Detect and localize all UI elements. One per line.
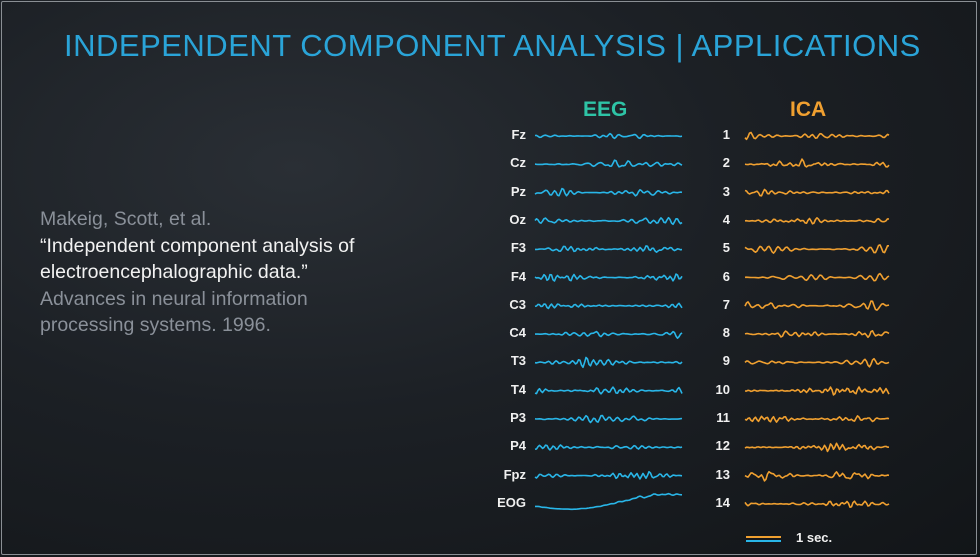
eeg-trace [534,187,683,197]
citation: Makeig, Scott, et al. “Independent compo… [40,206,460,339]
eeg-channel-label: Pz [510,183,526,199]
ica-trace [744,300,890,311]
ica-trace [744,244,889,254]
ica-component-label: 5 [722,240,730,256]
ica-component-label: 11 [716,410,730,425]
eeg-trace [534,302,683,310]
ica-trace [744,386,890,396]
citation-paper-title-line1: “Independent component analysis of [40,234,355,257]
eeg-channel-label: P3 [510,410,526,425]
ica-component-label: 14 [715,494,730,510]
ica-component-label: 8 [722,325,730,341]
eeg-channel-label: T3 [510,353,526,369]
citation-paper-title-line2: electroencephalographic data.” [40,261,308,283]
eeg-trace [534,444,683,451]
ica-trace [744,470,890,482]
ica-trace [744,330,890,339]
eeg-channel-label: C4 [509,325,526,341]
ica-component-label: 2 [722,155,730,171]
eeg-trace [534,159,683,168]
eeg-trace [534,216,683,226]
eeg-channel-label: T4 [510,381,526,397]
eeg-trace [535,330,683,339]
citation-venue-line2: processing systems. 1996. [40,314,271,336]
eeg-channel-label: EOG [497,494,526,510]
slide-title: INDEPENDENT COMPONENT ANALYSIS | APPLICA… [64,28,921,63]
eeg-trace [534,132,683,140]
citation-authors: Makeig, Scott, et al. [40,208,212,230]
eeg-channel-label: Cz [510,155,526,171]
eeg-channel-label: Fz [511,127,526,142]
ica-component-label: 12 [715,438,730,454]
ica-component-label: 6 [722,268,730,284]
eeg-trace [534,273,683,282]
scale-bar-label: 1 sec. [796,530,833,545]
ica-trace [744,188,890,197]
eeg-trace [534,470,683,480]
eeg-header: EEG [583,98,628,121]
eeg-trace [535,492,683,511]
eeg-channel-label: Oz [509,211,526,227]
ica-component-label: 13 [715,466,730,482]
eeg-channel-label: Fpz [503,466,526,482]
ica-component-label: 4 [722,211,730,227]
ica-component-label: 10 [715,381,730,397]
ica-trace [744,158,890,168]
eeg-channel-label: P4 [510,438,526,454]
ica-component-label: 7 [722,296,730,312]
citation-venue-line1: Advances in neural information [40,287,308,310]
eeg-channel-label: C3 [509,296,526,312]
ica-trace [744,442,890,453]
ica-component-label: 3 [722,183,730,199]
eeg-trace [534,356,683,369]
ica-trace [744,357,890,368]
eeg-trace [534,414,683,424]
ica-trace [744,415,890,423]
ica-trace [744,217,890,225]
eeg-channel-label: F3 [510,240,526,256]
ica-trace [744,131,890,141]
eeg-trace [535,245,683,253]
eeg-channel-label: F4 [510,268,526,284]
ica-trace [744,272,890,282]
eeg-trace [534,386,683,395]
ica-component-label: 9 [722,353,730,369]
ica-component-label: 1 [722,127,730,142]
ica-trace [744,500,890,508]
ica-header: ICA [790,98,827,121]
